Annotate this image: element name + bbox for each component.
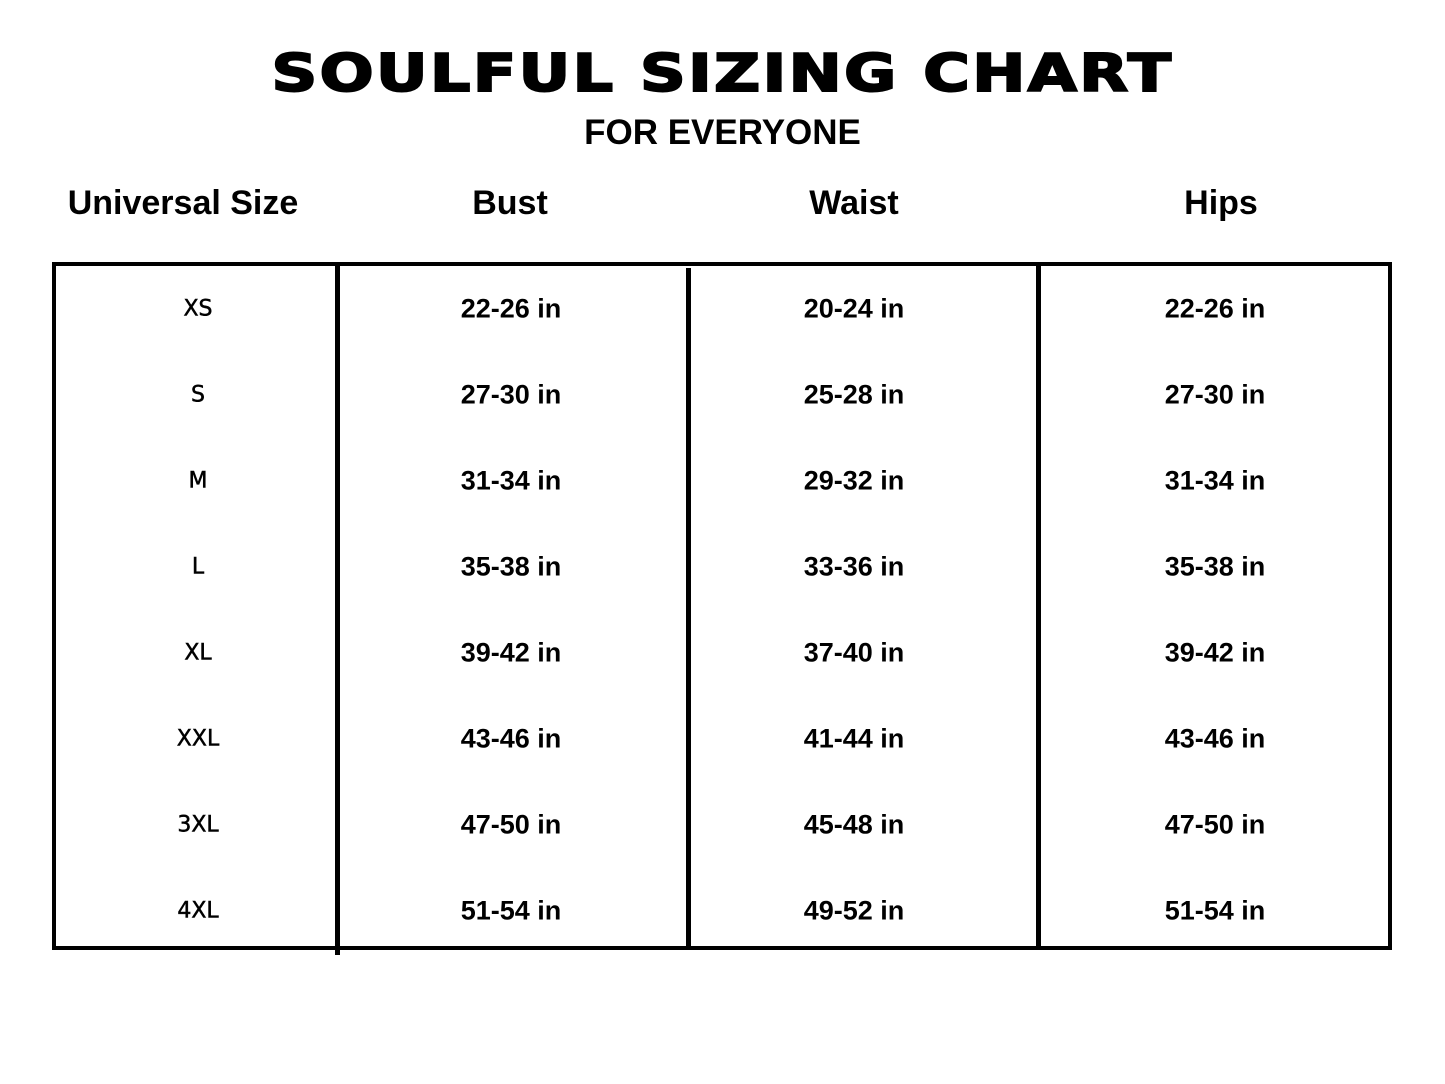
- column-divider: [686, 268, 691, 950]
- cell-bust: 51-54 in: [460, 895, 562, 926]
- cell-waist: 29-32 in: [803, 465, 905, 496]
- cell-size: M: [188, 468, 208, 494]
- cell-bust: 43-46 in: [460, 723, 562, 754]
- page-subtitle: FOR EVERYONE: [584, 113, 861, 152]
- cell-waist: 41-44 in: [803, 723, 905, 754]
- cell-size: XL: [184, 640, 212, 666]
- cell-waist: 20-24 in: [803, 293, 905, 324]
- cell-waist: 25-28 in: [803, 379, 905, 410]
- cell-bust: 27-30 in: [460, 379, 562, 410]
- cell-hips: 39-42 in: [1164, 637, 1266, 668]
- cell-hips: 43-46 in: [1164, 723, 1266, 754]
- cell-hips: 47-50 in: [1164, 809, 1266, 840]
- cell-size: XXL: [176, 726, 220, 752]
- cell-waist: 37-40 in: [803, 637, 905, 668]
- cell-bust: 31-34 in: [460, 465, 562, 496]
- column-divider: [335, 262, 340, 955]
- cell-size: L: [191, 554, 205, 580]
- cell-size: XS: [183, 296, 213, 322]
- cell-waist: 45-48 in: [803, 809, 905, 840]
- cell-hips: 51-54 in: [1164, 895, 1266, 926]
- cell-size: 3XL: [177, 812, 219, 838]
- header-bust: Bust: [472, 184, 548, 222]
- cell-bust: 39-42 in: [460, 637, 562, 668]
- cell-waist: 33-36 in: [803, 551, 905, 582]
- cell-bust: 47-50 in: [460, 809, 562, 840]
- header-universal-size: Universal Size: [67, 184, 299, 222]
- header-hips: Hips: [1184, 184, 1258, 222]
- header-waist: Waist: [809, 184, 899, 222]
- column-divider: [1036, 262, 1041, 950]
- cell-hips: 27-30 in: [1164, 379, 1266, 410]
- cell-size: 4XL: [177, 898, 219, 924]
- cell-size: S: [191, 382, 205, 408]
- cell-hips: 35-38 in: [1164, 551, 1266, 582]
- page-title: SOULFUL SIZING CHART: [270, 43, 1174, 105]
- cell-hips: 22-26 in: [1164, 293, 1266, 324]
- cell-waist: 49-52 in: [803, 895, 905, 926]
- size-table: [52, 262, 1392, 950]
- cell-bust: 35-38 in: [460, 551, 562, 582]
- cell-hips: 31-34 in: [1164, 465, 1266, 496]
- cell-bust: 22-26 in: [460, 293, 562, 324]
